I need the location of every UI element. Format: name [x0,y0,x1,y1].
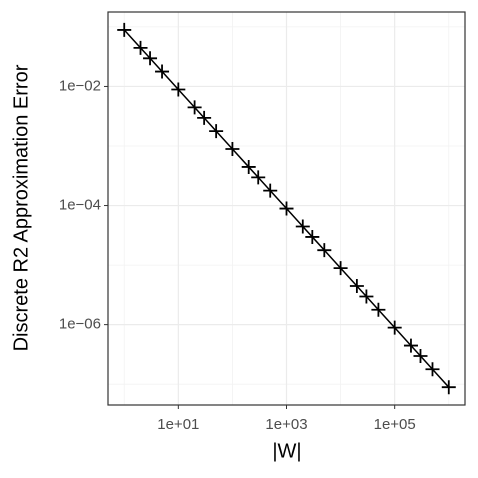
y-axis-label: Discrete R2 Approximation Error [10,64,32,351]
marker [171,82,186,97]
marker [403,338,418,353]
x-tick-label: 1e+05 [374,416,416,433]
y-tick-label: 1e−02 [59,77,101,94]
marker [241,159,256,174]
marker [263,183,278,198]
y-tick-label: 1e−04 [59,197,101,214]
marker [117,22,132,37]
marker [251,170,266,185]
marker [359,289,374,304]
marker [413,349,428,364]
x-tick-label: 1e+01 [157,416,199,433]
marker [441,380,456,395]
marker [225,142,240,157]
marker [143,51,158,66]
marker [387,320,402,335]
marker [425,362,440,377]
x-tick-label: 1e+03 [265,416,307,433]
marker [317,243,332,258]
marker [305,229,320,244]
marker [371,302,386,317]
marker [333,261,348,276]
marker [133,40,148,55]
marker [197,110,212,125]
marker [349,279,364,294]
marker [155,64,170,79]
marker [295,219,310,234]
y-tick-label: 1e−06 [59,316,101,333]
marker [209,124,224,139]
marker [279,201,294,216]
x-axis-label: |W| [272,440,301,462]
marker [187,100,202,115]
marks [117,22,456,395]
